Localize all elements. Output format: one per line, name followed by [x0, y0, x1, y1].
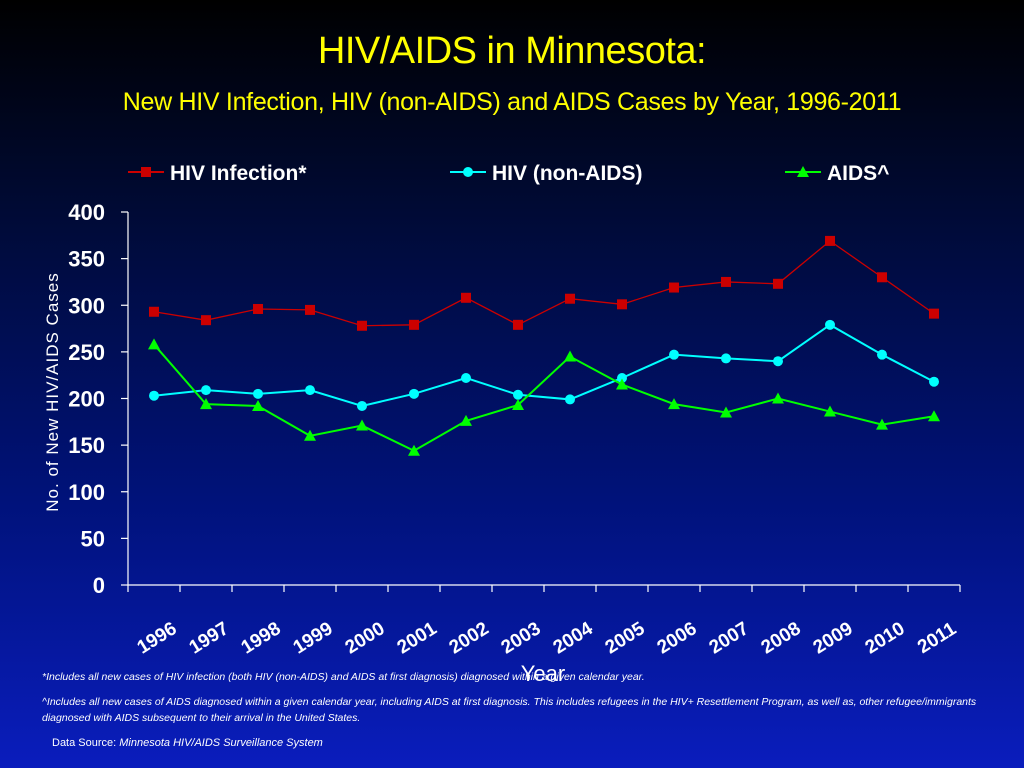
chart-subtitle: New HIV Infection, HIV (non-AIDS) and AI…	[122, 88, 902, 116]
data-point-aids	[304, 429, 316, 441]
y-tick-label: 200	[68, 387, 105, 412]
data-source-label: Data Source:	[52, 737, 117, 749]
x-tick-label: 2007	[706, 618, 753, 658]
data-point-aids	[512, 399, 524, 411]
data-point-hiv-non-aids	[565, 394, 575, 405]
x-axis-title: Year	[521, 661, 565, 686]
data-point-hiv-non-aids	[149, 390, 159, 401]
chart-title: HIV/AIDS in Minnesota:	[317, 30, 707, 72]
x-tick-label: 1997	[186, 618, 233, 658]
y-tick-label: 50	[81, 526, 105, 551]
data-point-hiv-infection	[305, 304, 315, 315]
footnote-hiv-infection: *Includes all new cases of HIV infection…	[42, 671, 645, 683]
footnote-aids: ^Includes all new cases of AIDS diagnose…	[42, 696, 977, 724]
y-tick-label: 0	[93, 573, 105, 598]
data-point-hiv-non-aids	[721, 353, 731, 364]
legend-label-hiv-infection: HIV Infection*	[170, 162, 307, 185]
data-point-hiv-infection	[357, 320, 367, 331]
data-point-hiv-non-aids	[201, 385, 211, 396]
data-point-hiv-infection	[253, 303, 263, 314]
data-point-aids	[876, 418, 888, 430]
data-point-aids	[720, 406, 732, 418]
data-point-hiv-infection	[669, 282, 679, 293]
data-point-hiv-non-aids	[253, 388, 263, 399]
y-tick-label: 400	[68, 200, 105, 225]
x-tick-label: 1999	[290, 618, 337, 658]
data-point-hiv-non-aids	[461, 372, 471, 383]
data-point-aids	[772, 392, 784, 404]
data-point-hiv-non-aids	[357, 400, 367, 411]
x-tick-label: 2010	[862, 618, 909, 658]
x-tick-label: 2003	[498, 618, 545, 658]
legend-label-aids: AIDS^	[827, 162, 889, 185]
data-point-hiv-infection	[773, 278, 783, 289]
data-point-hiv-infection	[617, 299, 627, 310]
series-line-hiv-non-aids	[153, 323, 935, 407]
data-point-hiv-non-aids	[877, 349, 887, 360]
data-point-aids	[408, 444, 420, 456]
x-tick-label: 1998	[238, 618, 285, 658]
series-line-aids	[153, 343, 935, 452]
data-point-hiv-infection	[461, 292, 471, 303]
x-tick-label: 2005	[602, 618, 649, 658]
series-line-hiv-infection	[153, 240, 935, 327]
data-point-aids	[356, 419, 368, 431]
data-point-hiv-non-aids	[513, 389, 523, 400]
x-tick-label: 1996	[134, 618, 181, 658]
data-point-hiv-infection	[409, 319, 419, 330]
y-tick-label: 250	[68, 340, 105, 365]
data-point-aids	[668, 398, 680, 410]
data-point-hiv-infection	[149, 306, 159, 317]
data-point-aids	[148, 338, 160, 350]
data-point-hiv-non-aids	[825, 319, 835, 330]
data-point-hiv-infection	[513, 319, 523, 330]
data-point-hiv-infection	[565, 293, 575, 304]
x-tick-label: 2001	[394, 618, 441, 658]
data-point-hiv-non-aids	[929, 376, 939, 387]
data-point-aids	[564, 350, 576, 362]
y-tick-label: 350	[68, 247, 105, 272]
x-tick-label: 2011	[914, 618, 960, 658]
x-tick-label: 2009	[810, 618, 857, 658]
data-point-hiv-non-aids	[669, 349, 679, 360]
data-point-hiv-non-aids	[305, 385, 315, 396]
data-point-aids	[200, 398, 212, 410]
y-tick-label: 150	[68, 433, 105, 458]
x-tick-label: 2006	[654, 618, 701, 658]
data-source: Data Source: Minnesota HIV/AIDS Surveill…	[52, 737, 323, 749]
y-tick-label: 100	[68, 480, 105, 505]
x-tick-label: 2000	[342, 618, 389, 658]
data-point-hiv-infection	[721, 276, 731, 287]
y-axis-title: No. of New HIV/AIDS Cases	[43, 272, 62, 511]
data-point-aids	[616, 378, 628, 390]
legend-marker-aids	[797, 166, 809, 177]
data-source-name: Minnesota HIV/AIDS Surveillance System	[119, 737, 323, 749]
data-point-aids	[928, 410, 940, 422]
data-point-aids	[824, 405, 836, 417]
legend-marker-hiv-infection	[141, 167, 151, 177]
data-point-hiv-infection	[825, 235, 835, 246]
data-point-hiv-non-aids	[773, 356, 783, 367]
data-point-hiv-non-aids	[409, 388, 419, 399]
x-tick-label: 2004	[550, 618, 597, 658]
data-point-aids	[252, 399, 264, 411]
y-tick-label: 300	[68, 293, 105, 318]
x-tick-label: 2008	[758, 618, 805, 658]
data-point-hiv-infection	[201, 315, 211, 326]
data-point-hiv-infection	[877, 272, 887, 283]
data-point-hiv-non-aids	[617, 372, 627, 383]
legend-marker-hiv-non-aids	[463, 167, 473, 177]
data-point-hiv-infection	[929, 308, 939, 319]
legend-label-hiv-non-aids: HIV (non-AIDS)	[492, 162, 642, 185]
x-tick-label: 2002	[446, 618, 493, 658]
data-point-aids	[460, 414, 472, 426]
